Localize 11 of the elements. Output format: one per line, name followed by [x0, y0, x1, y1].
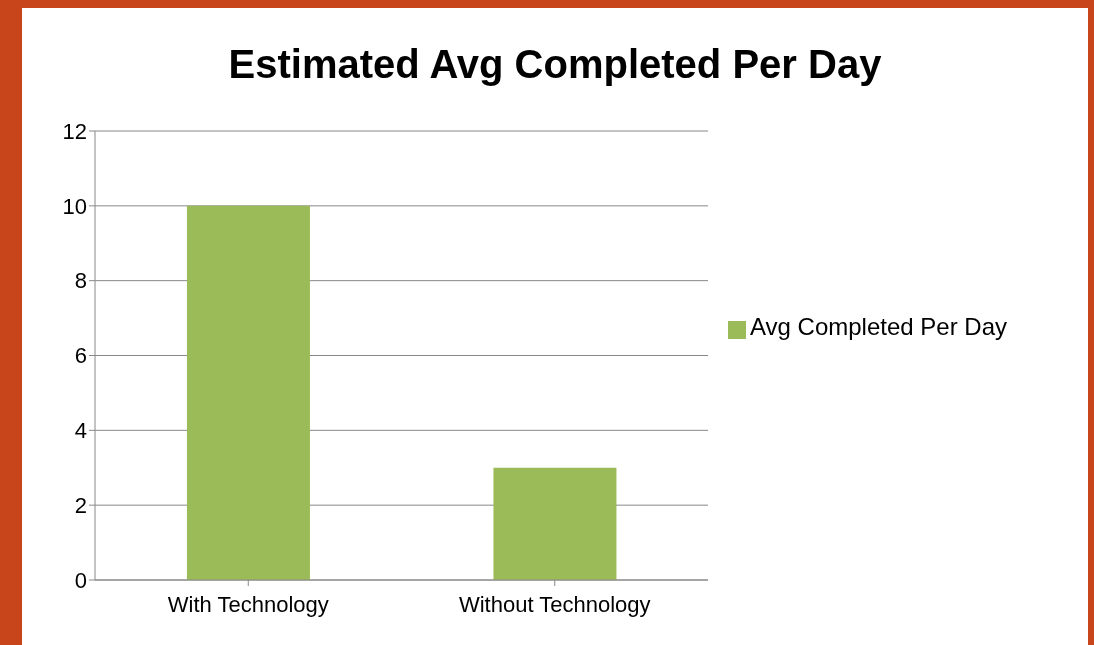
y-tick-label: 4: [74, 418, 87, 444]
y-tick-label: 10: [62, 193, 87, 219]
y-tick-label: 2: [74, 492, 87, 518]
chart-title: Estimated Avg Completed Per Day: [227, 42, 883, 87]
y-tick-label: 8: [74, 268, 87, 294]
x-tick-label: Without Technology: [458, 591, 651, 617]
y-tick-label: 12: [62, 118, 87, 144]
x-tick-label: With Technology: [167, 591, 329, 617]
y-tick-label: 0: [74, 567, 87, 593]
y-tick-label: 6: [74, 343, 87, 369]
legend-label: Avg Completed Per Day: [750, 312, 1008, 340]
